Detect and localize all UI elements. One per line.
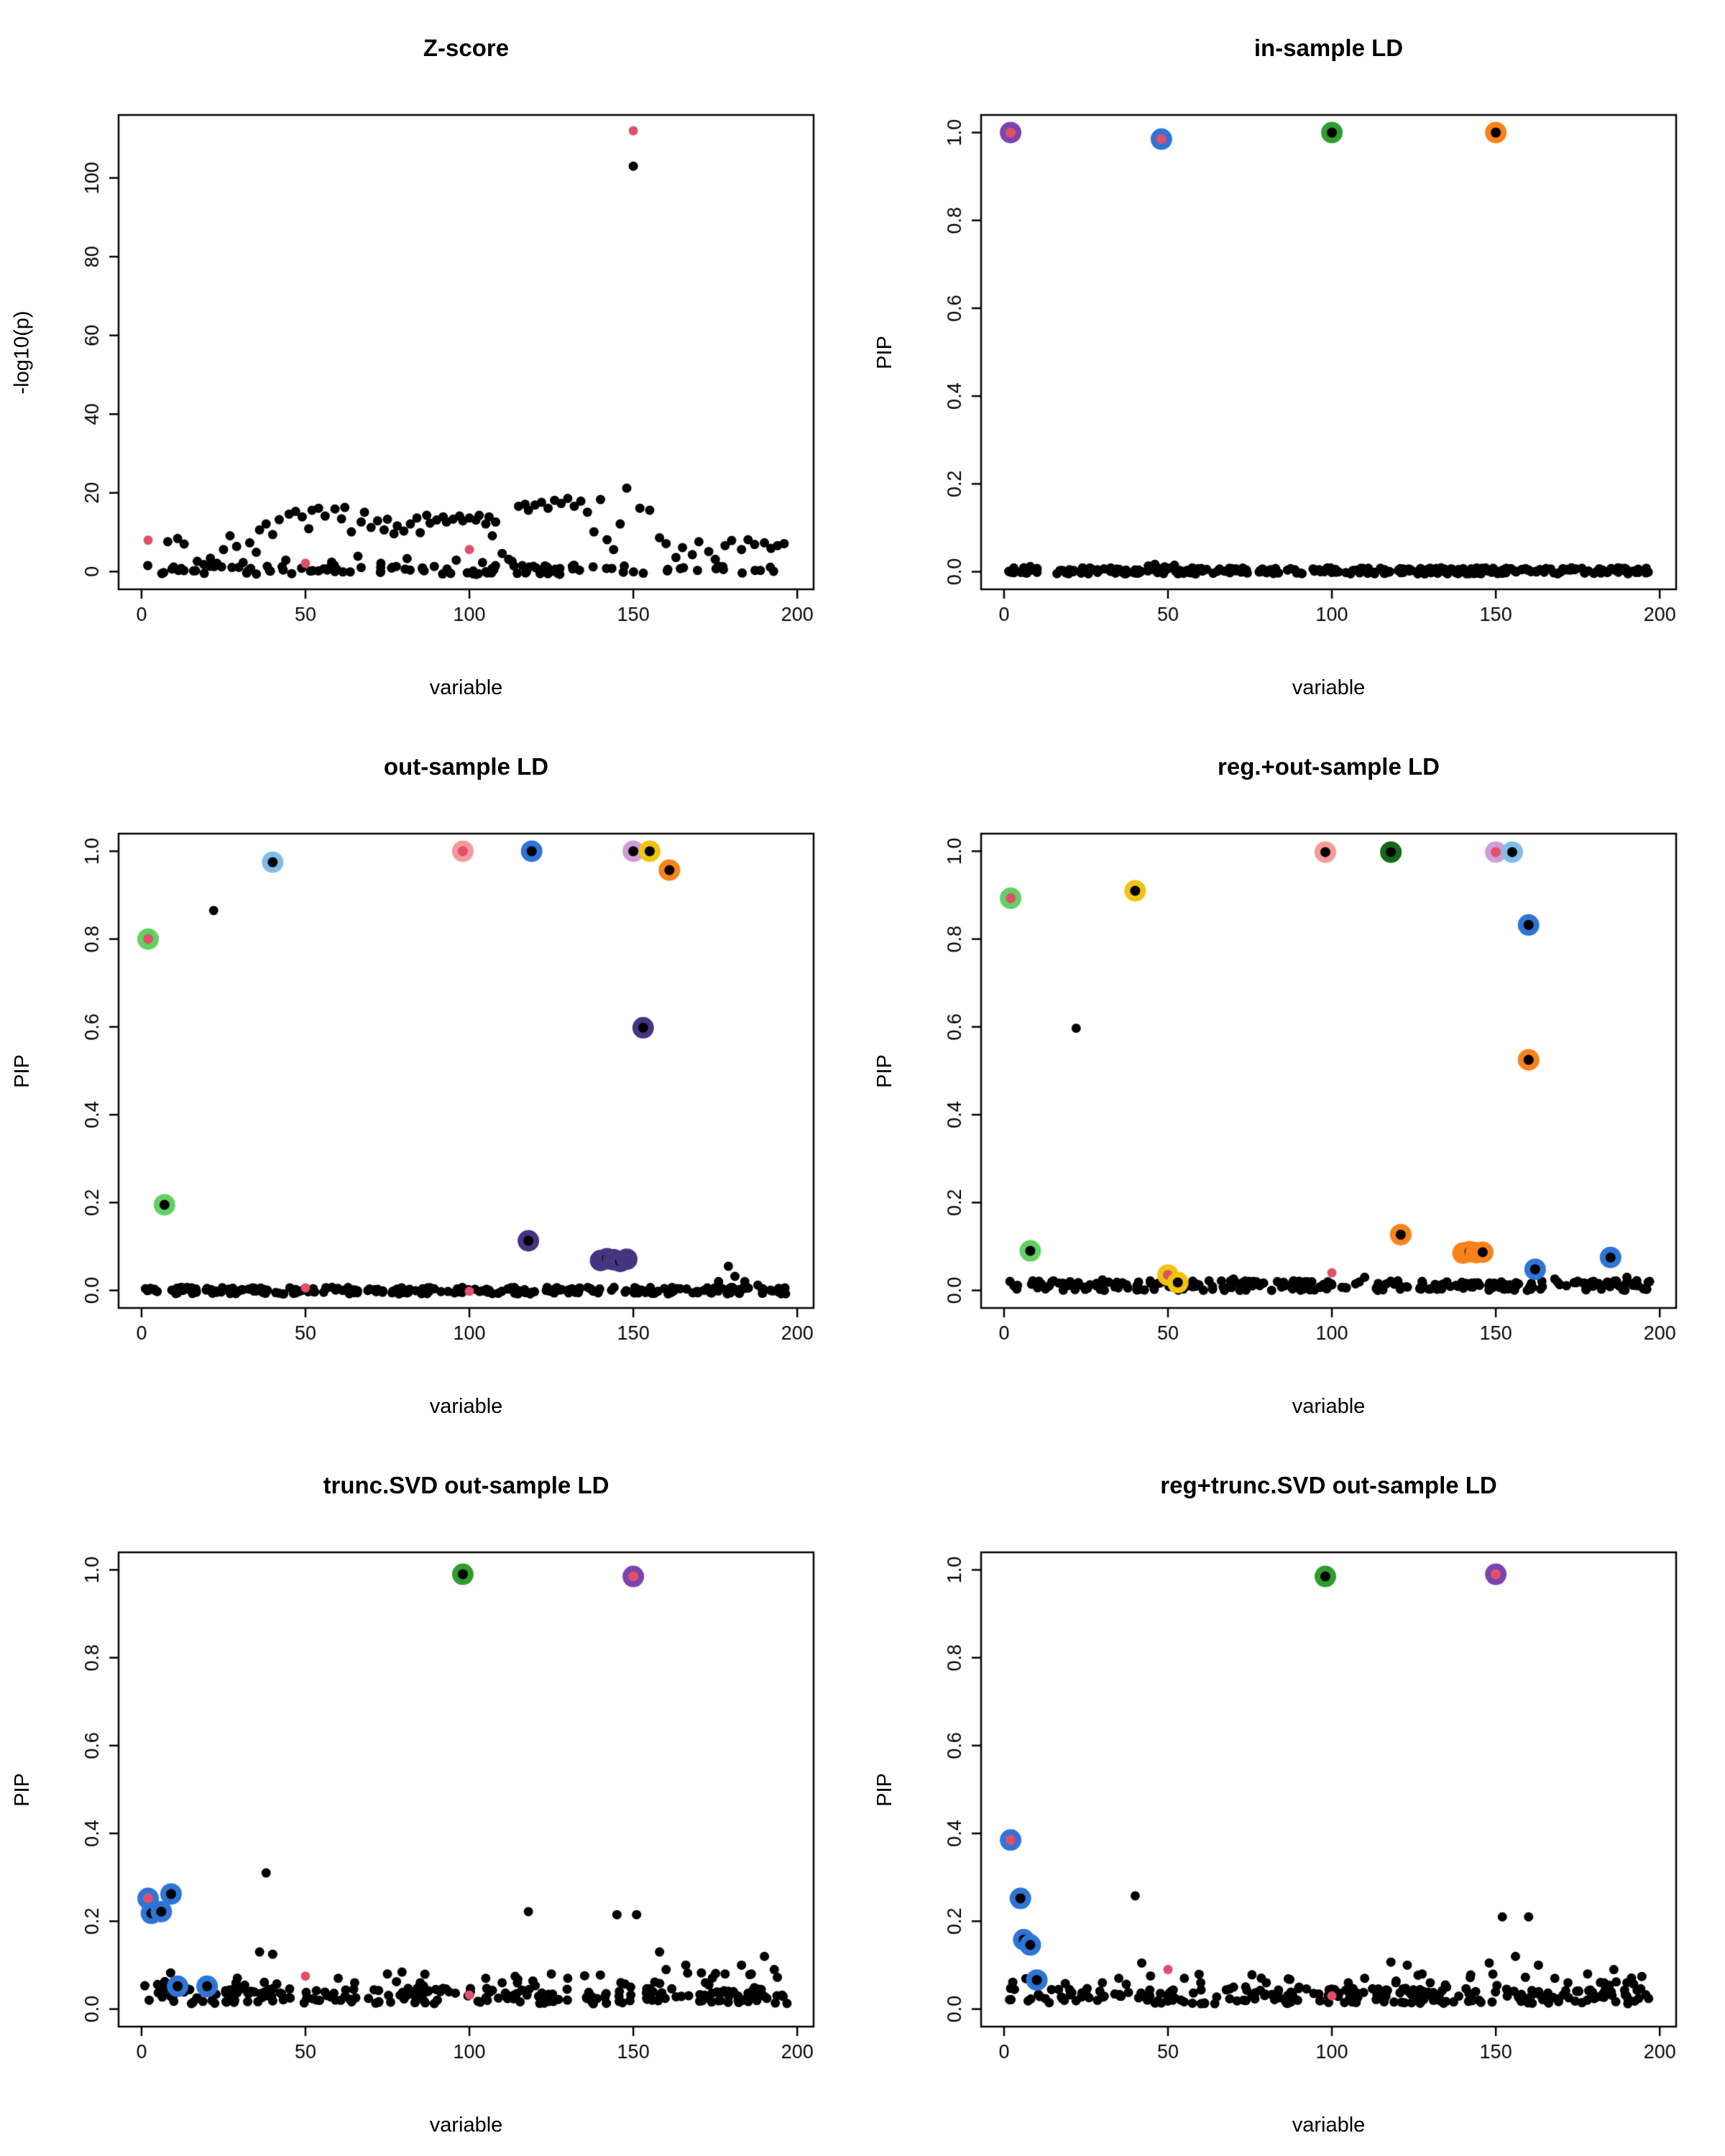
panel-out-sample-ld: out-sample LD PIP variable [0, 719, 862, 1437]
chart-title: out-sample LD [383, 753, 549, 780]
chart-title: Z-score [423, 34, 510, 61]
y-axis-label: PIP [873, 335, 896, 369]
panel-trunc-svd-out-sample-ld: trunc.SVD out-sample LD PIP variable [0, 1437, 862, 2156]
panel-in-sample-ld: in-sample LD PIP variable [862, 0, 1725, 719]
scatter-canvas [0, 0, 862, 719]
x-axis-label: variable [1292, 676, 1366, 699]
scatter-canvas [0, 1437, 862, 2156]
panel-reg-out-sample-ld: reg.+out-sample LD PIP variable [862, 719, 1725, 1437]
y-axis-label: PIP [873, 1772, 896, 1807]
panel-z-score: Z-score -log10(p) variable [0, 0, 862, 719]
scatter-canvas [862, 1437, 1725, 2156]
scatter-canvas [862, 719, 1725, 1437]
y-axis-label: PIP [10, 1772, 34, 1807]
y-axis-label: PIP [873, 1054, 896, 1088]
y-axis-label: PIP [10, 1054, 34, 1088]
chart-title: reg.+out-sample LD [1218, 753, 1440, 780]
panel-reg-trunc-svd-out-sample-ld: reg+trunc.SVD out-sample LD PIP variable [862, 1437, 1725, 2156]
x-axis-label: variable [1292, 1395, 1366, 1418]
y-axis-label: -log10(p) [10, 310, 34, 395]
scatter-canvas [862, 0, 1725, 719]
scatter-canvas [0, 719, 862, 1437]
x-axis-label: variable [429, 676, 503, 699]
x-axis-label: variable [429, 1395, 503, 1418]
x-axis-label: variable [1292, 2114, 1366, 2137]
chart-title: in-sample LD [1254, 34, 1404, 61]
chart-title: reg+trunc.SVD out-sample LD [1160, 1472, 1497, 1498]
chart-title: trunc.SVD out-sample LD [323, 1472, 610, 1498]
x-axis-label: variable [429, 2114, 503, 2137]
